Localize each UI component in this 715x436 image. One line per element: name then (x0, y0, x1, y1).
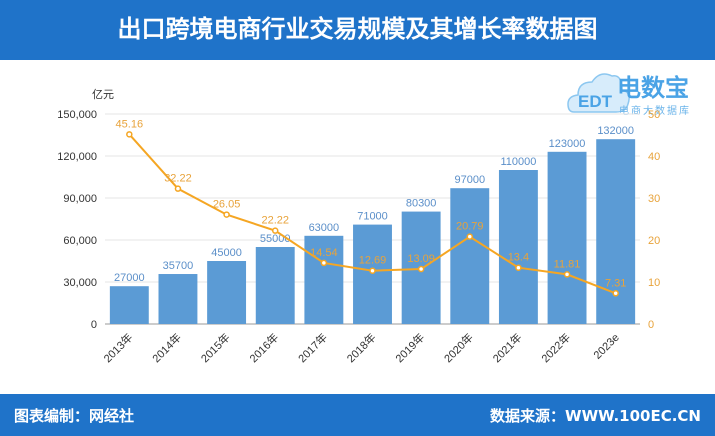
bar (304, 235, 344, 324)
x-tick-label: 2021年 (490, 330, 525, 365)
y-left-tick-label: 60,000 (63, 235, 97, 247)
bar-value-label: 132000 (597, 125, 634, 137)
watermark-subtitle: 电商大数据库 (619, 106, 691, 117)
bar (255, 247, 295, 324)
bar (498, 170, 538, 324)
growth-rate-point (174, 185, 182, 192)
bar (547, 151, 587, 324)
bar-value-label: 110000 (500, 156, 536, 168)
x-tick-label: 2020年 (441, 330, 476, 365)
bar-value-label: 45000 (211, 247, 242, 259)
growth-rate-point (271, 227, 279, 234)
bar-value-label: 80300 (406, 198, 437, 210)
cloud-logo-icon: EDT (567, 73, 630, 113)
bar-value-label: 123000 (549, 138, 586, 150)
chart-credit: 图表编制：网经社 (14, 407, 135, 425)
growth-rate-label: 26.05 (213, 199, 241, 211)
y-left-tick-label: 90,000 (63, 193, 97, 205)
bar-value-label: 27000 (114, 272, 145, 284)
y-right-tick-label: 30 (648, 193, 660, 205)
growth-rate-label: 22.22 (261, 215, 289, 227)
bar-value-label: 71000 (357, 211, 388, 223)
y-right-tick-label: 0 (648, 319, 654, 331)
x-tick-label: 2022年 (538, 330, 573, 365)
x-tick-label: 2013年 (100, 330, 135, 365)
growth-rate-point (563, 271, 571, 278)
footer-bar: 图表编制：网经社 数据来源：WWW.100EC.CN (0, 394, 715, 436)
x-tick-label: 2018年 (344, 330, 379, 365)
y-left-tick-label: 150,000 (57, 109, 97, 121)
growth-rate-label: 14.54 (310, 247, 338, 259)
x-tick-label: 2015年 (198, 330, 233, 365)
growth-rate-label: 12.69 (359, 255, 387, 267)
growth-rate-label: 45.16 (116, 118, 144, 130)
growth-rate-point (466, 233, 474, 240)
x-tick-label: 2017年 (295, 330, 330, 365)
growth-rate-label: 13.09 (407, 253, 435, 265)
chart-title: 出口跨境电商行业交易规模及其增长率数据图 (0, 0, 715, 60)
growth-rate-label: 11.81 (554, 258, 581, 270)
y-right-tick-label: 40 (648, 151, 660, 163)
growth-rate-label: 7.31 (605, 277, 626, 289)
y-right-tick-label: 50 (648, 109, 660, 121)
y-right-tick-label: 20 (648, 235, 660, 247)
growth-rate-label: 13.4 (508, 252, 529, 264)
bar-value-label: 63000 (309, 222, 340, 234)
x-tick-label: 2023e (592, 332, 622, 362)
bar-value-label: 55000 (260, 233, 291, 245)
growth-rate-label: 20.79 (456, 221, 484, 233)
growth-rate-point (320, 259, 328, 267)
bar-value-label: 97000 (454, 174, 485, 186)
growth-rate-point (126, 131, 133, 138)
bar-value-label: 35700 (163, 260, 194, 272)
watermark-title: 电数宝 (617, 74, 689, 102)
data-source: 数据来源：WWW.100EC.CN (490, 407, 701, 425)
y-left-tick-label: 120,000 (57, 151, 97, 163)
chart-area: 0 30,000 60,000 90,000 120,000 150,000 0 10 20 30… (57, 109, 660, 365)
y-axis-unit-label: 亿元 (92, 88, 114, 101)
svg-text:EDT: EDT (578, 92, 613, 111)
bar (158, 274, 198, 324)
bar (450, 188, 490, 324)
x-tick-label: 2014年 (149, 330, 184, 365)
growth-rate-point (515, 264, 522, 271)
growth-rate-label: 32.22 (164, 173, 192, 185)
x-tick-label: 2019年 (392, 330, 427, 365)
y-right-tick-label: 10 (648, 277, 660, 289)
x-tick-label: 2016年 (246, 330, 281, 365)
bar (353, 224, 392, 324)
bar (207, 261, 247, 324)
growth-rate-point (369, 267, 376, 274)
y-left-tick-label: 0 (91, 319, 97, 331)
bar (109, 286, 149, 324)
y-left-tick-label: 30,000 (63, 277, 97, 289)
growth-rate-point (612, 290, 619, 297)
growth-rate-point (223, 211, 230, 218)
growth-rate-point (417, 265, 425, 273)
